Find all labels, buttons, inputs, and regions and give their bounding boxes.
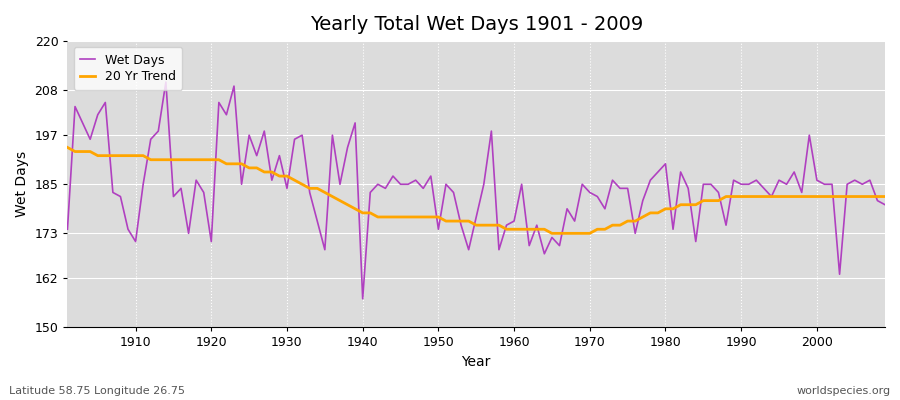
Wet Days [524, 243, 535, 248]
Y-axis label: Wet Days: Wet Days [15, 151, 29, 217]
20 Yr Trend [501, 227, 512, 232]
Title: Yearly Total Wet Days 1901 - 2009: Yearly Total Wet Days 1901 - 2009 [310, 15, 643, 34]
Legend: Wet Days, 20 Yr Trend: Wet Days, 20 Yr Trend [74, 47, 182, 90]
Wet Days [357, 296, 368, 301]
Wet Days [517, 182, 527, 187]
Wet Days [879, 202, 890, 207]
Wet Days [342, 145, 353, 150]
Text: Latitude 58.75 Longitude 26.75: Latitude 58.75 Longitude 26.75 [9, 386, 185, 396]
20 Yr Trend [335, 198, 346, 203]
20 Yr Trend [62, 145, 73, 150]
20 Yr Trend [608, 223, 618, 228]
20 Yr Trend [546, 231, 557, 236]
20 Yr Trend [508, 227, 519, 232]
Text: worldspecies.org: worldspecies.org [796, 386, 891, 396]
20 Yr Trend [122, 153, 133, 158]
Line: Wet Days: Wet Days [68, 82, 885, 299]
20 Yr Trend [289, 178, 300, 182]
Wet Days [297, 133, 308, 138]
Wet Days [62, 227, 73, 232]
Wet Days [122, 227, 133, 232]
Line: 20 Yr Trend: 20 Yr Trend [68, 148, 885, 233]
Wet Days [615, 186, 626, 191]
20 Yr Trend [879, 194, 890, 199]
X-axis label: Year: Year [462, 355, 490, 369]
Wet Days [160, 80, 171, 84]
